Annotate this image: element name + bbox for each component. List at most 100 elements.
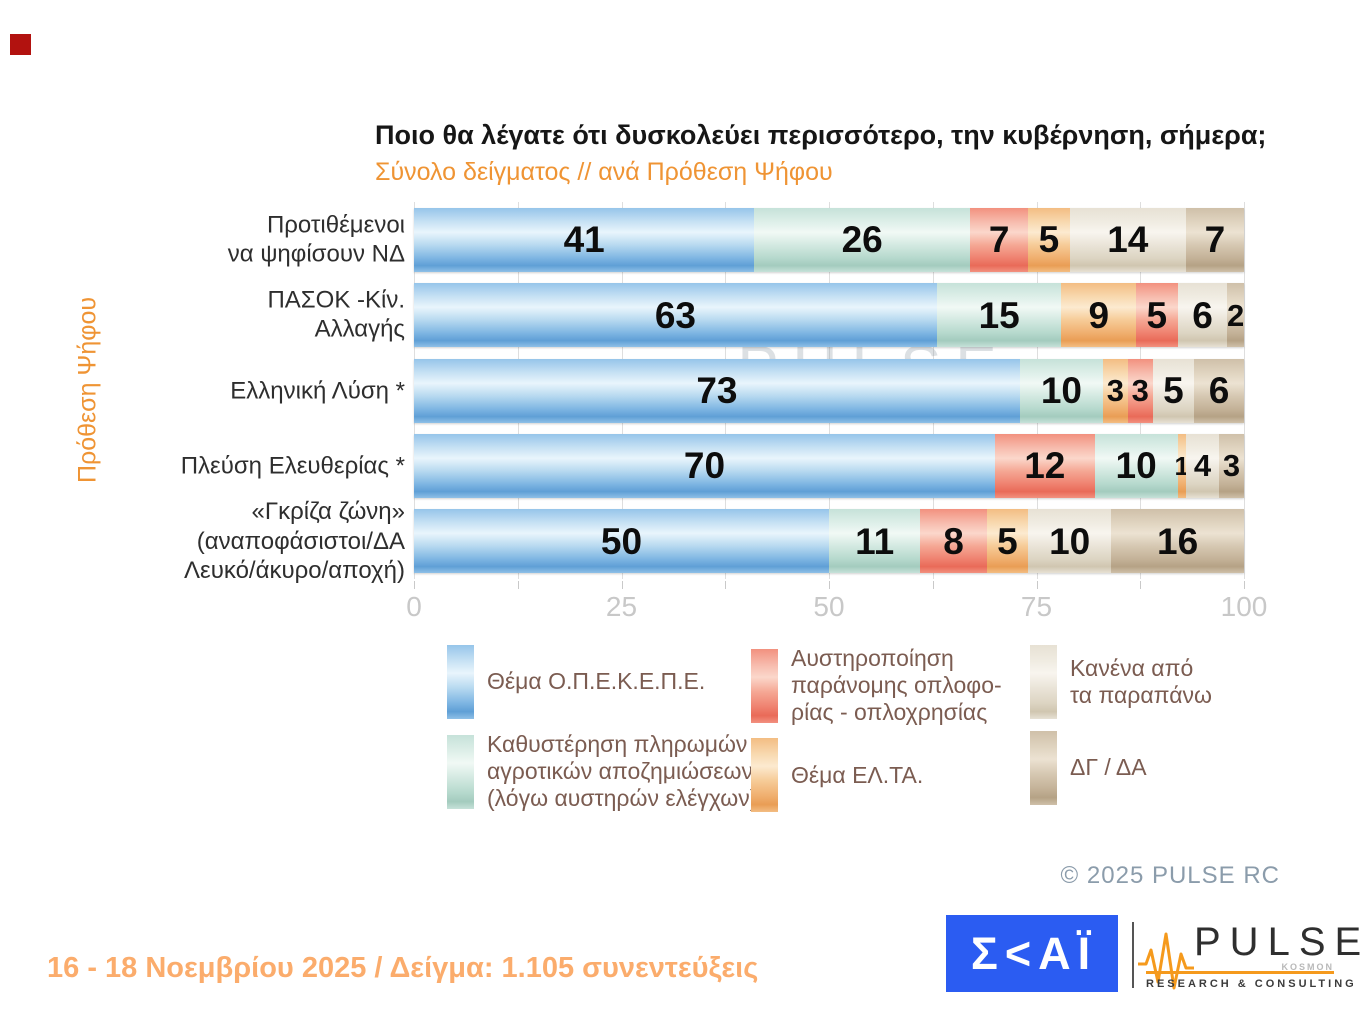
x-tick-label: 75 (1020, 591, 1053, 622)
segment-value: 6 (1208, 370, 1230, 411)
bar-segment-guns: 8 (920, 509, 987, 574)
legend-swatch-elta (751, 738, 778, 813)
segment-value: 73 (696, 370, 738, 411)
bar-segment-guns: 7 (970, 207, 1029, 272)
segment-value: 5 (997, 520, 1018, 562)
segment-value: 2 (1227, 297, 1245, 333)
legend-swatch-dk (1030, 731, 1057, 805)
logo-divider (1132, 922, 1134, 988)
x-tick-mark (621, 581, 623, 589)
bar-segment-agro: 26 (754, 207, 971, 272)
x-tick-mark (414, 581, 415, 589)
segment-value: 14 (1107, 219, 1149, 261)
x-tick-mark (725, 581, 727, 589)
legend-label: ΔΓ / ΔΑ (1070, 754, 1147, 781)
segment-value: 4 (1193, 448, 1212, 484)
x-tick-mark (1244, 581, 1245, 589)
bar-row: 70 12 10 1 4 3 (414, 433, 1244, 498)
legend-column-2: Αυστηροποίηση παράνομης οπλοφο-ρίας - οπλ… (751, 645, 1026, 824)
pulse-logo-rule (1146, 971, 1334, 974)
legend-label: Αυστηροποίηση παράνομης οπλοφο-ρίας - οπλ… (791, 645, 1002, 726)
segment-value: 50 (600, 520, 643, 562)
bar-segment-elta: 3 (1102, 358, 1128, 423)
legend-item-dk: ΔΓ / ΔΑ (1030, 731, 1330, 805)
legend-item-guns: Αυστηροποίηση παράνομης οπλοφο-ρίας - οπλ… (751, 645, 1026, 726)
slide-corner-marker (10, 34, 31, 55)
segment-value: 3 (1106, 373, 1124, 408)
skai-logo-text: Σ<ΑΪ (970, 927, 1098, 979)
segment-value: 3 (1131, 373, 1149, 408)
segment-value: 41 (563, 219, 605, 261)
bar-segment-elta: 5 (986, 509, 1029, 574)
legend-item-elta: Θέμα ΕΛ.ΤΑ. (751, 738, 1026, 813)
segment-value: 16 (1157, 520, 1199, 562)
bar-segment-agro: 11 (829, 509, 921, 574)
bar-segment-none: 10 (1028, 509, 1112, 574)
x-tick-label: 25 (605, 591, 638, 622)
legend-column-1: Θέμα Ο.Π.Ε.Κ.Ε.Π.Ε. Καθυστέρηση πληρωμών α… (447, 645, 767, 824)
legend-swatch-none (1030, 645, 1057, 719)
bar-segment-none: 4 (1185, 433, 1220, 498)
bar-segment-dk: 7 (1185, 207, 1244, 272)
bar-segment-opekepe: 70 (414, 433, 995, 498)
bar-segment-guns: 5 (1136, 283, 1178, 348)
legend-swatch-opekepe (447, 645, 474, 719)
segment-value: 8 (943, 520, 964, 562)
category-label: ΠΑΣΟΚ -Κίν. Αλλαγής (267, 286, 405, 344)
copyright-text: © 2025 PULSE RC (1060, 862, 1280, 889)
bar-segment-none: 5 (1152, 358, 1195, 423)
pulse-logo-text: PULSE (1194, 920, 1360, 964)
segment-value: 10 (1049, 520, 1091, 562)
bar-segment-dk: 2 (1227, 283, 1245, 348)
bar-segment-agro: 15 (936, 283, 1062, 348)
segment-value: 9 (1088, 294, 1110, 336)
pulse-waveform-icon (1138, 932, 1194, 990)
fieldwork-sample-text: 16 - 18 Νοεμβρίου 2025 / Δείγμα: 1.105 σ… (47, 952, 759, 984)
segment-value: 15 (978, 294, 1020, 336)
x-tick-label: 100 (1220, 591, 1268, 622)
x-tick-label: 50 (813, 591, 845, 622)
x-tick-mark (932, 581, 934, 589)
pulse-kosmon-text: KOSMON (1281, 962, 1334, 972)
bar-segment-dk: 16 (1111, 509, 1244, 574)
bar-row: 41 26 7 5 14 7 (414, 207, 1244, 272)
segment-value: 63 (654, 294, 697, 336)
bar-segment-none: 14 (1069, 207, 1186, 272)
bar-segment-guns: 12 (995, 433, 1095, 498)
bar-segment-guns: 3 (1127, 358, 1153, 423)
gridline (1244, 202, 1245, 579)
segment-value: 3 (1222, 448, 1241, 484)
x-tick-mark (1140, 581, 1142, 589)
category-labels: Προτιθέμενοι να ψηφίσουν ΝΔ ΠΑΣΟΚ -Κίν. Αλλ… (40, 202, 405, 584)
legend-label: Θέμα Ο.Π.Ε.Κ.Ε.Π.Ε. (487, 668, 706, 695)
segment-value: 6 (1192, 294, 1213, 336)
bar-segment-agro: 10 (1094, 433, 1178, 498)
segment-value: 26 (841, 219, 883, 261)
stacked-bar-chart: Προτιθέμενοι να ψηφίσουν ΝΔ ΠΑΣΟΚ -Κίν. Αλλ… (0, 202, 1360, 622)
legend-label: Κανένα από τα παραπάνω (1070, 654, 1212, 708)
bar-row: 73 10 3 3 5 6 (414, 358, 1244, 423)
plot-area: PULSE RESEARCH & CONSULTING 412675147631… (414, 202, 1245, 579)
segment-value: 7 (1204, 219, 1226, 261)
bar-row: 63 15 9 5 6 2 (414, 283, 1245, 348)
x-tick-mark (1036, 581, 1038, 589)
x-tick-mark (829, 581, 830, 589)
segment-value: 5 (1038, 219, 1060, 261)
legend-item-opekepe: Θέμα Ο.Π.Ε.Κ.Ε.Π.Ε. (447, 645, 767, 719)
legend-label: Θέμα ΕΛ.ΤΑ. (791, 761, 924, 788)
page-title: Ποιο θα λέγατε ότι δυσκολεύει περισσότερ… (375, 120, 1267, 150)
skai-logo: Σ<ΑΪ (946, 915, 1118, 992)
bar-segment-elta: 9 (1061, 283, 1137, 348)
bar-segment-opekepe: 73 (414, 358, 1020, 423)
x-tick-mark (517, 581, 519, 589)
bar-segment-agro: 10 (1019, 358, 1103, 423)
bar-segment-opekepe: 41 (414, 207, 755, 272)
pulse-logo-subtitle: RESEARCH & CONSULTING (1146, 978, 1357, 990)
segment-value: 10 (1115, 445, 1157, 487)
segment-value: 11 (855, 520, 895, 562)
category-label: Προτιθέμενοι να ψηφίσουν ΝΔ (227, 211, 405, 268)
legend-label: Καθυστέρηση πληρωμών αγροτικών αποζημιώσε… (487, 731, 758, 812)
bar-segment-dk: 6 (1194, 358, 1244, 423)
segment-value: 1 (1174, 450, 1189, 481)
bar-segment-dk: 3 (1219, 433, 1244, 498)
